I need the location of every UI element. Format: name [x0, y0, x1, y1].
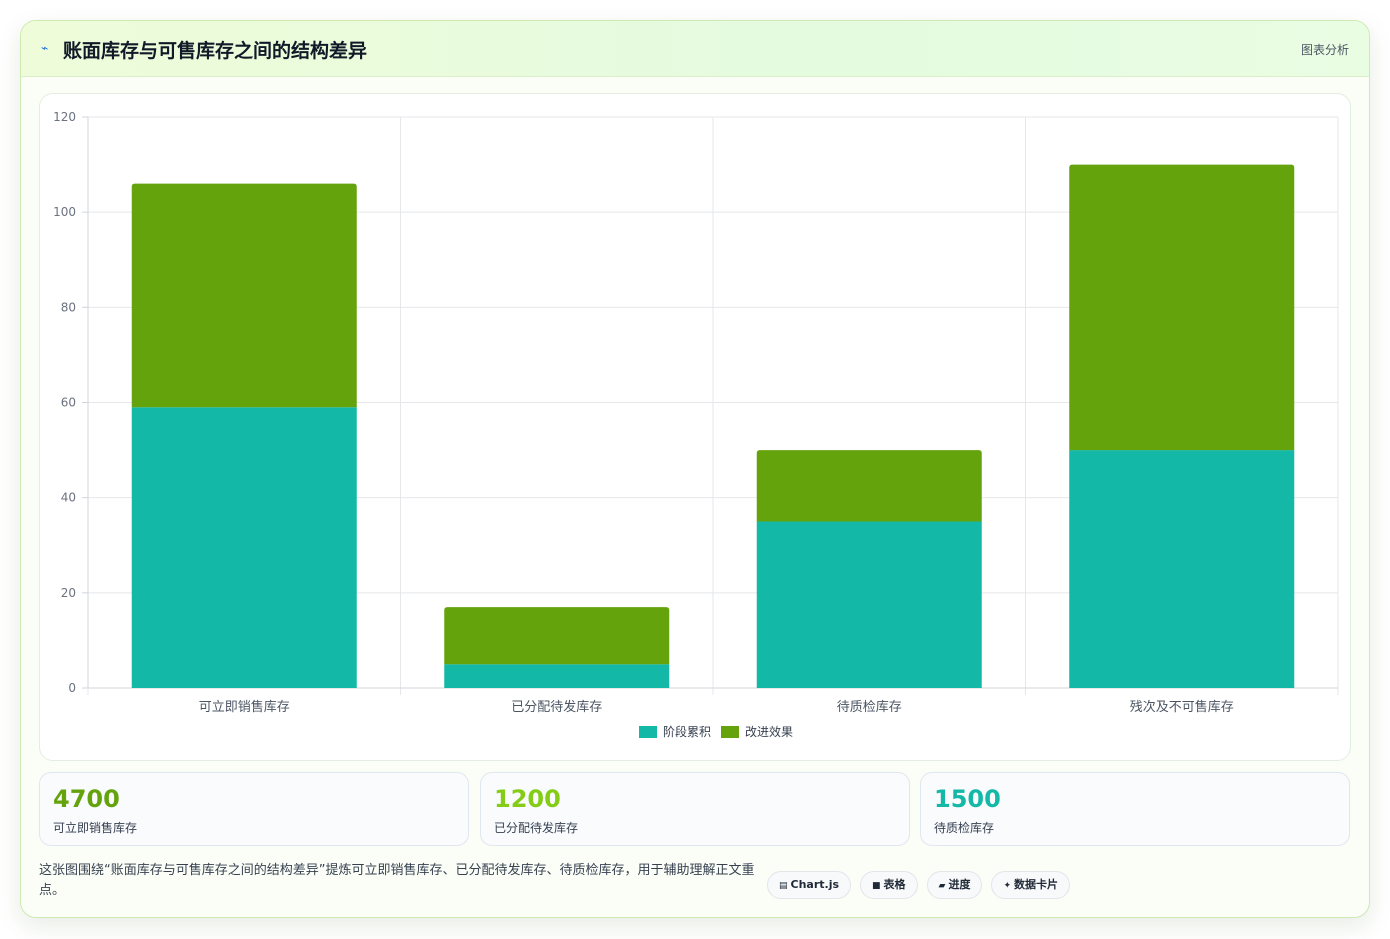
bar-segment: [131, 183, 357, 408]
stat-card-2: 1500 待质检库存: [920, 772, 1350, 846]
x-category-label: 可立即销售库存: [199, 699, 290, 715]
card-tag: 图表分析: [1300, 43, 1349, 57]
y-tick-label: 80: [61, 300, 76, 314]
chart-icon: ▤: [779, 881, 788, 891]
x-category-label: 已分配待发库存: [511, 699, 602, 715]
progress-icon: ▰: [938, 881, 946, 891]
stat-value: 4700: [53, 785, 120, 813]
stat-card-0: 4700 可立即销售库存: [39, 772, 469, 846]
chart-description: 这张图围绕“账面库存与可售库存之间的结构差异”提炼可立即销售库存、已分配待发库存…: [39, 863, 755, 898]
chart-panel: 0 20 40 60 80 100 120 可立即销售库存 已分配待发库存 待质检库存 残次及不可售…: [39, 93, 1351, 761]
card-header: ⌁ 账面库存与可售库存之间的结构差异 图表分析: [21, 21, 1369, 77]
stat-value: 1500: [934, 785, 1001, 813]
chip-progress[interactable]: ▰ 进度: [926, 871, 983, 899]
y-tick-label: 0: [68, 681, 76, 695]
stat-card-1: 1200 已分配待发库存: [480, 772, 910, 846]
stat-value: 1200: [494, 785, 561, 813]
bar-segment: [131, 407, 357, 688]
chip-label: 数据卡片: [1014, 878, 1059, 891]
bar-segment: [444, 607, 670, 665]
chip-data-card[interactable]: ✦ 数据卡片: [991, 871, 1071, 899]
chip-table[interactable]: ■ 表格: [860, 871, 918, 899]
stat-label: 已分配待发库存: [494, 821, 579, 835]
table-icon: ■: [872, 881, 881, 891]
chip-chart[interactable]: ▤ Chart.js: [767, 871, 852, 899]
bar-segment: [444, 664, 670, 688]
x-category-label: 待质检库存: [837, 699, 902, 715]
bar-segment: [756, 450, 982, 522]
y-tick-label: 40: [61, 491, 76, 505]
chart-trend-icon: ⌁: [41, 41, 49, 55]
stat-label: 可立即销售库存: [53, 821, 138, 835]
y-tick-label: 120: [53, 110, 76, 124]
x-category-label: 残次及不可售库存: [1130, 699, 1234, 715]
card-title: 账面库存与可售库存之间的结构差异: [63, 40, 368, 62]
y-tick-label: 20: [61, 586, 76, 600]
legend-swatch: [639, 726, 657, 738]
stat-label: 待质检库存: [934, 821, 995, 835]
chip-label: Chart.js: [790, 878, 840, 891]
chart-card: ⌁ 账面库存与可售库存之间的结构差异 图表分析 0 20 40 60 80 100 120 可…: [20, 20, 1370, 918]
y-tick-label: 60: [61, 396, 76, 410]
legend-label: 阶段累积: [663, 724, 711, 739]
tech-chips: ▤ Chart.js ■ 表格 ▰ 进度 ✦ 数据卡片: [767, 871, 1071, 899]
y-tick-label: 100: [53, 205, 76, 219]
bar-segment: [756, 521, 982, 688]
chip-label: 进度: [948, 878, 971, 891]
card-icon: ✦: [1003, 881, 1012, 891]
legend-label: 改进效果: [745, 724, 793, 739]
bar-segment: [1069, 450, 1295, 688]
chip-label: 表格: [883, 878, 906, 891]
stacked-bar-chart: 0 20 40 60 80 100 120 可立即销售库存 已分配待发库存 待质检库存 残次及不可售…: [53, 110, 1339, 739]
bar-segment: [1069, 164, 1295, 451]
legend-swatch: [721, 726, 739, 738]
